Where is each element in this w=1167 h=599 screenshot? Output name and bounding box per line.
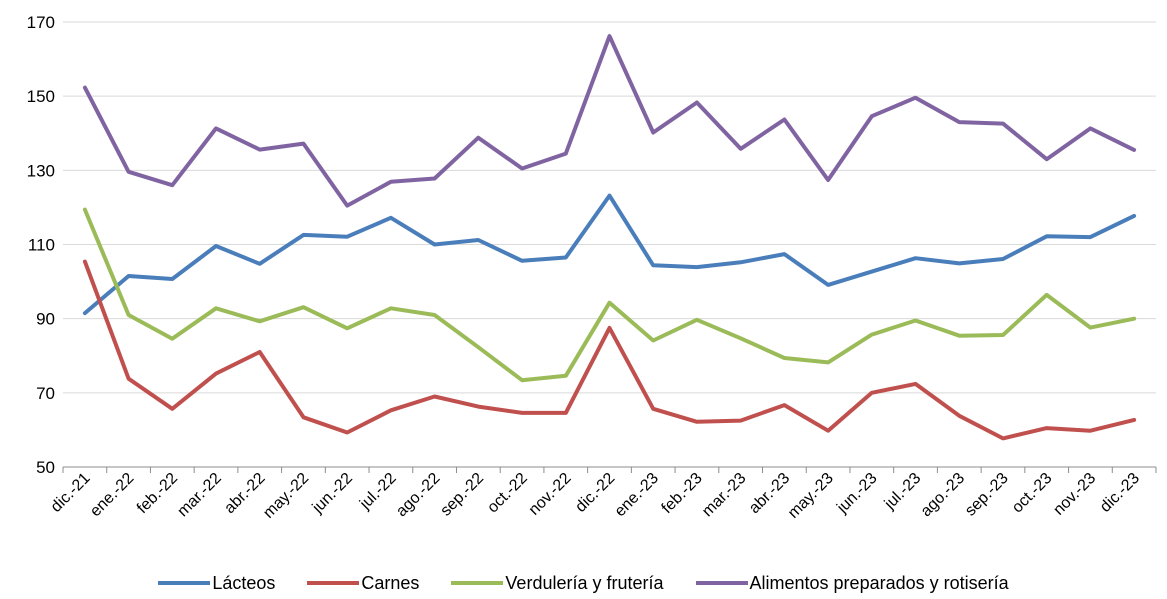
x-tick-label: feb.-23 [659,470,706,517]
x-tick-label: may.-22 [260,470,312,522]
x-tick-label: oct.-23 [1009,470,1056,517]
legend-item-carnes: Carnes [307,573,419,594]
legend-swatch-verduleria [451,581,504,585]
legend-item-lacteos: Lácteos [158,573,275,594]
x-tick-label: ene.-22 [87,470,137,520]
series-line-0 [82,193,1137,316]
series-line-2 [82,207,1137,383]
x-tick-label: jun.-23 [833,470,880,517]
x-tick-label: ago.-22 [393,470,443,520]
legend-label: Verdulería y frutería [505,572,664,593]
x-tick-label: mar.-22 [174,470,224,520]
x-tick-label: oct.-22 [484,470,531,517]
legend-swatch-alimentos [695,581,748,585]
y-tick-label: 50 [36,458,55,477]
y-axis-ticks: 50 70 90 110 130 150 170 [27,13,55,477]
x-tick-label: feb.-22 [134,470,181,517]
x-tick-label: sep.-23 [962,470,1012,520]
x-tick-label: nov.-23 [1050,470,1099,519]
legend-swatch-lacteos [158,581,211,585]
x-tick-label: jun.-22 [309,470,356,517]
x-tick-label: ene.-23 [612,470,662,520]
x-tick-label: nov.-22 [526,470,575,519]
x-tick-label: mar.-23 [699,470,749,520]
x-tick-label: may.-23 [785,470,837,522]
y-tick-label: 130 [27,161,55,180]
x-tick-label: sep.-22 [437,470,487,520]
legend-label: Lácteos [212,572,276,593]
series-line-1 [82,259,1137,441]
legend-label: Carnes [361,572,420,593]
y-tick-label: 90 [36,310,55,329]
x-tick-label: dic.-23 [1097,470,1143,516]
series-lines [82,34,1137,441]
legend-item-verduleria: Verdulería y frutería [451,572,664,594]
y-tick-label: 110 [28,236,55,255]
line-chart: 50 70 90 110 130 150 170 dic.-21ene.-22feb.-22… [27,13,1157,522]
legend: Lácteos Carnes Verdulería y frutería Ali… [0,568,1167,598]
legend-item-alimentos: Alimentos preparados y rotisería [695,572,1009,594]
series-line-3 [82,34,1137,208]
x-tick-label: ago.-23 [918,470,968,520]
y-tick-label: 170 [27,13,55,32]
legend-swatch-carnes [307,581,360,585]
gridlines [63,21,1156,394]
y-tick-label: 70 [36,384,55,403]
y-tick-label: 150 [27,87,55,106]
x-axis: dic.-21ene.-22feb.-22mar.-22abr.-22may.-… [48,466,1157,522]
legend-label: Alimentos preparados y rotisería [749,572,1009,593]
